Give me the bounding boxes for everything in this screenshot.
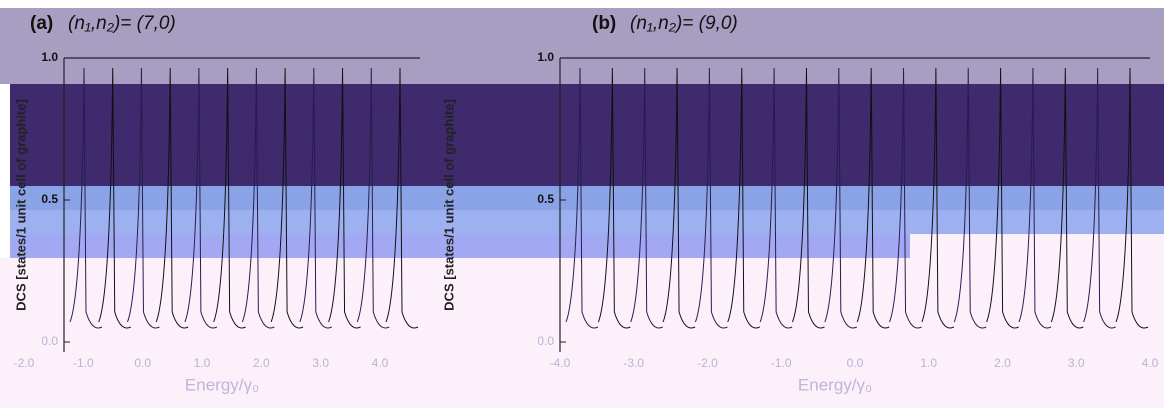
- x-axis-label: Energy/γ₀: [185, 375, 259, 394]
- y-tick-label: 1.0: [537, 50, 554, 64]
- panel-title: (n₁,n₂)= (7,0): [68, 13, 176, 34]
- dos-curve: [69, 67, 103, 329]
- dos-curve: [126, 67, 160, 329]
- dos-curve: [1115, 67, 1149, 329]
- dos-curve: [1083, 67, 1116, 329]
- panel-title: (n₁,n₂)= (9,0): [630, 13, 738, 34]
- x-tick-label: 1.0: [920, 356, 937, 370]
- dos-curve: [1050, 67, 1084, 329]
- dos-curve: [727, 67, 760, 329]
- y-tick-label: 0.0: [537, 334, 554, 348]
- dos-curve: [1018, 67, 1052, 329]
- y-tick-label: 0.0: [41, 334, 58, 348]
- x-tick-label: 4.0: [372, 356, 389, 370]
- dos-curve: [889, 67, 922, 329]
- y-tick-label: 0.5: [41, 192, 58, 206]
- x-tick-label: 2.0: [253, 356, 270, 370]
- dos-curve: [184, 67, 218, 329]
- dos-curve: [98, 67, 131, 329]
- dos-curve: [662, 67, 696, 329]
- x-tick-label: -1.0: [771, 356, 792, 370]
- band-periwinkle: [10, 234, 910, 258]
- dos-curve: [824, 67, 858, 329]
- dos-curve: [565, 67, 599, 329]
- dos-curve: [630, 67, 663, 329]
- x-tick-label: -2.0: [697, 356, 718, 370]
- dos-curve: [953, 67, 987, 329]
- x-tick-label: -1.0: [73, 356, 94, 370]
- dos-curve: [856, 67, 890, 329]
- dos-curve: [241, 67, 275, 329]
- dos-curve: [694, 67, 728, 329]
- dos-curve: [155, 67, 189, 329]
- x-tick-label: 3.0: [312, 356, 329, 370]
- x-tick-label: 0.0: [134, 356, 151, 370]
- x-tick-label: 4.0: [1142, 356, 1159, 370]
- dos-curve: [986, 67, 1019, 329]
- x-axis-label: Energy/γ₀: [798, 375, 872, 394]
- band-lavender: [0, 8, 1164, 84]
- dos-curve: [356, 67, 390, 329]
- dos-curve: [385, 67, 419, 329]
- band-blue: [10, 186, 1164, 210]
- x-tick-label: -4.0: [550, 356, 571, 370]
- dos-curve: [213, 67, 246, 329]
- panel-tag: (b): [592, 13, 616, 34]
- dos-curve: [270, 67, 304, 329]
- dos-curve: [597, 67, 631, 329]
- x-tick-label: -3.0: [623, 356, 644, 370]
- x-tick-label: 2.0: [994, 356, 1011, 370]
- dos-curve: [299, 67, 333, 329]
- panel-tag: (a): [30, 13, 53, 34]
- dos-curve: [792, 67, 825, 329]
- dos-curve: [921, 67, 955, 329]
- band-dark: [10, 84, 1164, 186]
- x-tick-label: -2.0: [14, 356, 35, 370]
- band-pink-top: [910, 234, 1164, 258]
- y-axis-label: DCS [states/1 unit cell of graphite]: [441, 99, 456, 311]
- y-axis-label: DCS [states/1 unit cell of graphite]: [13, 99, 28, 311]
- y-tick-label: 1.0: [41, 50, 58, 64]
- y-tick-label: 0.5: [537, 192, 554, 206]
- dos-curve: [759, 67, 793, 329]
- x-tick-label: 1.0: [194, 356, 211, 370]
- x-tick-label: 0.0: [847, 356, 864, 370]
- dos-curve: [328, 67, 361, 329]
- x-tick-label: 3.0: [1068, 356, 1085, 370]
- band-blue-light: [10, 210, 1164, 234]
